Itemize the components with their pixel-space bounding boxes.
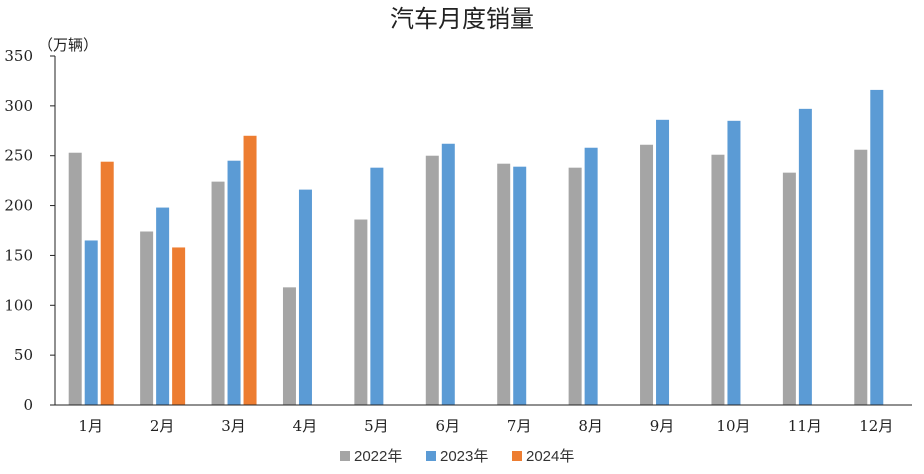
y-tick-label: 100 [4,296,33,314]
x-tick-label: 3月 [221,417,246,435]
y-axis-ticks: 0 50 100 150 200 250 300 350 [4,47,55,414]
bar [568,167,582,405]
bar [211,181,225,405]
bar [441,143,455,405]
x-tick-label: 11月 [788,417,822,435]
legend-label: 2022年 [354,448,402,465]
x-tick-label: 7月 [507,417,532,435]
bar [711,154,725,405]
x-tick-label: 2月 [150,417,175,435]
legend-label: 2024年 [526,448,574,465]
bar [282,287,296,405]
legend-swatch [426,451,436,461]
chart-title: 汽车月度销量 [390,5,534,33]
bar [370,167,384,405]
bar [84,240,98,405]
bar [425,155,439,405]
y-tick-label: 0 [23,396,33,414]
x-tick-label: 1月 [78,417,103,435]
x-tick-label: 9月 [650,417,675,435]
bar [354,219,368,405]
bars [68,89,884,406]
bar [640,144,654,405]
bar [140,231,154,405]
bar [227,160,241,405]
bar [497,163,511,405]
x-tick-label: 4月 [293,417,318,435]
y-tick-label: 300 [4,97,33,115]
y-tick-label: 200 [4,197,33,215]
legend-swatch [340,451,350,461]
bar [243,135,257,405]
bar [727,120,741,406]
bar [870,89,884,405]
bar [172,247,186,405]
x-tick-label: 12月 [859,417,893,435]
legend: 2022年 2023年 2024年 [340,448,574,465]
y-tick-label: 50 [14,346,33,364]
x-tick-label: 6月 [436,417,461,435]
legend-label: 2023年 [440,448,488,465]
bar [656,119,670,406]
bar [584,147,598,406]
bar [100,161,114,405]
x-tick-label: 5月 [364,417,389,435]
bar [68,152,82,405]
y-tick-label: 350 [4,47,33,65]
x-axis-labels: 1月 2月 3月 4月 5月 6月 7月 8月 9月 10月 11月 12月 [78,417,893,435]
y-tick-label: 150 [4,246,33,264]
x-tick-label: 8月 [578,417,603,435]
bar [513,166,527,405]
bar [298,189,312,405]
y-axis-unit-label: （万辆） [38,36,98,54]
legend-swatch [512,451,522,461]
bar [782,172,796,405]
bar [798,108,812,405]
bar [854,149,868,405]
y-tick-label: 250 [4,147,33,165]
bar [156,207,170,405]
x-tick-label: 10月 [716,417,750,435]
